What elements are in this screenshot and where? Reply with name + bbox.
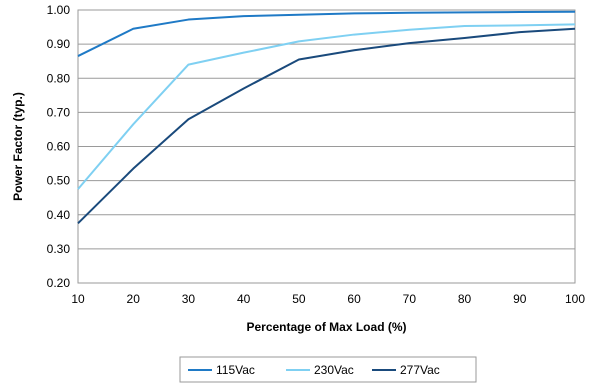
y-tick-label: 0.60 bbox=[47, 140, 71, 154]
y-tick-label: 1.00 bbox=[47, 3, 71, 17]
series-lines bbox=[77, 10, 576, 224]
y-tick-label: 0.50 bbox=[47, 174, 71, 188]
x-tick-label: 40 bbox=[237, 292, 251, 306]
x-tick-label: 30 bbox=[182, 292, 196, 306]
plot-area bbox=[77, 9, 576, 284]
y-tick-label: 0.40 bbox=[47, 208, 71, 222]
x-tick-label: 10 bbox=[71, 292, 85, 306]
x-tick-label: 80 bbox=[458, 292, 472, 306]
x-tick-label: 60 bbox=[347, 292, 361, 306]
x-axis-ticks: 10 20 30 40 50 60 70 80 90 100 bbox=[71, 292, 585, 306]
legend-label: 115Vac bbox=[216, 363, 255, 377]
legend: 115Vac 230Vac 277Vac bbox=[179, 356, 477, 383]
legend-box bbox=[179, 356, 477, 383]
y-tick-label: 0.80 bbox=[47, 71, 71, 85]
x-tick-label: 70 bbox=[403, 292, 417, 306]
y-axis-ticks: 0.20 0.30 0.40 0.50 0.60 0.70 0.80 0.90 1.00 bbox=[47, 3, 71, 290]
x-tick-label: 50 bbox=[292, 292, 306, 306]
series-line-115vac bbox=[77, 10, 576, 57]
x-tick-label: 90 bbox=[513, 292, 527, 306]
y-tick-label: 0.70 bbox=[47, 105, 71, 119]
gridlines bbox=[78, 9, 575, 284]
y-axis-title: Power Factor (typ.) bbox=[11, 92, 25, 201]
legend-label: 277Vac bbox=[400, 363, 440, 377]
x-axis-title: Percentage of Max Load (%) bbox=[246, 320, 406, 334]
series-line-277vac bbox=[77, 27, 576, 224]
legend-label: 230Vac bbox=[314, 363, 354, 377]
y-tick-label: 0.20 bbox=[47, 276, 71, 290]
y-tick-label: 0.90 bbox=[47, 37, 71, 51]
x-tick-label: 100 bbox=[565, 292, 585, 306]
x-tick-label: 20 bbox=[127, 292, 141, 306]
y-tick-label: 0.30 bbox=[47, 242, 71, 256]
series-line-230vac bbox=[77, 23, 576, 190]
